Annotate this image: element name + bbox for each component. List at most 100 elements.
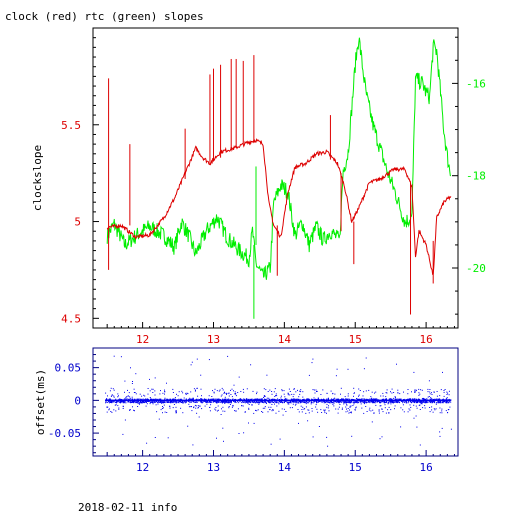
offset-point bbox=[393, 397, 395, 399]
right-y-tick-label: -20 bbox=[466, 262, 486, 275]
offset-point bbox=[105, 401, 107, 403]
offset-point bbox=[283, 401, 285, 403]
offset-point bbox=[443, 390, 445, 391]
offset-point bbox=[450, 401, 452, 403]
offset-point bbox=[325, 402, 327, 404]
offset-point bbox=[372, 402, 373, 404]
offset-point bbox=[161, 408, 163, 409]
offset-point bbox=[221, 408, 222, 410]
offset-point bbox=[163, 401, 165, 403]
offset-point bbox=[264, 399, 266, 400]
offset-point bbox=[127, 395, 129, 397]
offset-point bbox=[142, 398, 144, 400]
offset-point bbox=[190, 406, 192, 408]
offset-point bbox=[378, 412, 380, 414]
offset-point bbox=[112, 401, 114, 403]
offset-point bbox=[290, 401, 292, 402]
offset-point bbox=[140, 401, 142, 403]
offset-point bbox=[161, 401, 163, 403]
top-plot-frame bbox=[92, 27, 459, 329]
offset-point bbox=[258, 398, 260, 400]
offset-point bbox=[371, 391, 373, 393]
offset-point bbox=[258, 403, 260, 405]
offset-point bbox=[381, 401, 383, 403]
offset-point bbox=[318, 401, 320, 403]
offset-point bbox=[300, 405, 302, 407]
offset-point bbox=[354, 402, 356, 404]
offset-point bbox=[386, 401, 388, 403]
offset-point bbox=[128, 401, 130, 402]
offset-point bbox=[402, 409, 404, 411]
offset-point bbox=[242, 405, 244, 407]
offset-point bbox=[177, 395, 179, 397]
offset-point bbox=[178, 398, 180, 400]
offset-point bbox=[384, 407, 386, 409]
offset-point bbox=[306, 398, 308, 400]
offset-point bbox=[115, 401, 117, 403]
offset-point bbox=[391, 388, 393, 390]
offset-point bbox=[390, 391, 391, 393]
offset-point bbox=[130, 401, 132, 403]
offset-point bbox=[395, 401, 397, 403]
offset-point bbox=[300, 402, 302, 404]
offset-point bbox=[175, 406, 177, 408]
offset-point bbox=[331, 400, 332, 402]
offset-point bbox=[255, 398, 257, 400]
offset-point bbox=[311, 362, 313, 364]
bottom-y-tick-label: 0 bbox=[74, 394, 81, 407]
offset-point bbox=[154, 398, 156, 400]
offset-point bbox=[437, 401, 439, 402]
offset-point bbox=[437, 402, 439, 404]
offset-point bbox=[156, 411, 158, 413]
offset-point bbox=[299, 398, 301, 400]
offset-point bbox=[298, 411, 300, 413]
offset-point bbox=[382, 398, 384, 400]
offset-point bbox=[139, 393, 141, 395]
offset-point bbox=[155, 398, 157, 400]
offset-point bbox=[220, 414, 222, 415]
offset-point bbox=[349, 412, 351, 413]
offset-point bbox=[284, 399, 286, 401]
offset-point bbox=[224, 396, 226, 398]
offset-point bbox=[232, 405, 234, 407]
offset-point bbox=[321, 412, 323, 413]
offset-point bbox=[308, 409, 310, 411]
offset-point bbox=[349, 406, 351, 408]
offset-point bbox=[107, 402, 109, 403]
offset-point bbox=[232, 405, 234, 407]
offset-point bbox=[161, 401, 163, 403]
offset-point bbox=[235, 392, 237, 394]
offset-point bbox=[441, 410, 443, 412]
offset-point bbox=[245, 398, 247, 400]
offset-point bbox=[401, 401, 403, 402]
offset-point bbox=[204, 401, 206, 402]
offset-point bbox=[185, 394, 187, 395]
offset-point bbox=[346, 408, 347, 410]
offset-point bbox=[421, 403, 423, 405]
offset-point bbox=[310, 403, 312, 405]
offset-point bbox=[154, 394, 156, 396]
offset-point bbox=[416, 401, 418, 403]
offset-point bbox=[281, 390, 283, 392]
offset-point bbox=[273, 401, 275, 403]
offset-point bbox=[272, 401, 274, 403]
offset-point bbox=[386, 401, 387, 403]
offset-point bbox=[241, 398, 243, 400]
offset-point bbox=[239, 401, 241, 403]
offset-point bbox=[292, 396, 294, 398]
offset-point bbox=[210, 401, 212, 403]
offset-point bbox=[390, 409, 392, 411]
offset-point bbox=[223, 440, 224, 442]
offset-point bbox=[334, 397, 336, 399]
offset-point bbox=[386, 392, 388, 394]
offset-point bbox=[163, 401, 164, 403]
offset-point bbox=[340, 401, 342, 403]
offset-point bbox=[297, 398, 299, 400]
clock-series-line bbox=[106, 138, 452, 275]
offset-point bbox=[305, 406, 307, 408]
offset-point bbox=[248, 408, 250, 410]
offset-point bbox=[225, 398, 227, 400]
offset-point bbox=[238, 376, 240, 378]
offset-point bbox=[394, 405, 396, 407]
offset-point bbox=[422, 407, 424, 409]
